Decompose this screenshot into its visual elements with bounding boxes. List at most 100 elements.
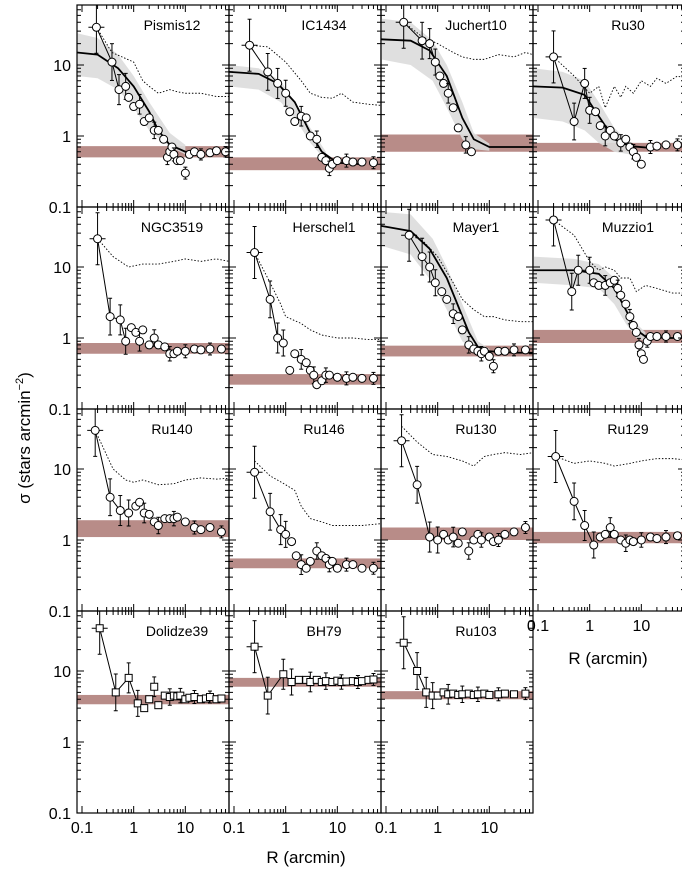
- data-point: [245, 40, 255, 50]
- profile-connector-line: [249, 44, 287, 94]
- plot-area: [77, 212, 229, 362]
- data-point: [672, 140, 682, 150]
- panel-title-ru146: Ru146: [303, 421, 344, 437]
- panel-frame: [228, 610, 382, 814]
- data-point: [91, 22, 101, 32]
- data-point: [404, 230, 414, 240]
- data-point: [250, 642, 259, 651]
- panel-title-ru140: Ru140: [151, 421, 192, 437]
- plot-area: [229, 18, 381, 177]
- panel-title-ru129: Ru129: [607, 421, 648, 437]
- data-point: [159, 134, 169, 144]
- data-point: [621, 134, 631, 144]
- data-point: [569, 117, 579, 127]
- data-point: [549, 52, 559, 62]
- data-point: [621, 299, 631, 309]
- data-point: [196, 149, 206, 159]
- data-point: [124, 508, 134, 518]
- plot-area: [77, 409, 229, 539]
- data-point: [180, 346, 190, 356]
- data-point: [250, 248, 260, 258]
- data-point: [250, 467, 260, 477]
- data-point: [569, 496, 579, 506]
- axes-labels: 0.1 1 10 0.1 1 10 0.1 1 10 0.1 1 10 0.1 1 10 0.1 1 10 0.1 1…: [49, 58, 651, 837]
- data-point: [180, 168, 190, 178]
- data-point: [589, 540, 599, 550]
- panel-title-juchert10: Juchert10: [445, 17, 507, 33]
- panel-title-pismis12: Pismis12: [144, 17, 201, 33]
- data-point: [397, 436, 407, 446]
- data-point: [115, 315, 125, 325]
- data-point: [638, 354, 648, 364]
- data-point: [500, 346, 510, 356]
- data-point: [520, 345, 530, 355]
- data-point: [133, 699, 142, 708]
- data-point: [301, 113, 311, 123]
- data-point: [488, 361, 498, 371]
- data-point: [448, 103, 458, 113]
- dotted-profile-line: [553, 219, 682, 294]
- panel-ru129: Ru129: [532, 408, 682, 612]
- data-point: [567, 287, 577, 297]
- data-point: [453, 123, 463, 133]
- dotted-profile-line: [96, 27, 229, 97]
- data-point: [124, 673, 133, 682]
- data-point: [348, 560, 358, 570]
- profile-connector-line: [97, 238, 127, 342]
- panel-frame: [380, 610, 534, 814]
- x-tick-label: 0.1: [375, 820, 397, 837]
- plot-area: [381, 208, 533, 374]
- data-point: [135, 497, 145, 507]
- panel-ru146: Ru146: [228, 408, 382, 612]
- x-tick-label: 1: [281, 820, 290, 837]
- data-point: [111, 688, 120, 697]
- data-point: [107, 57, 117, 67]
- data-point: [605, 522, 615, 532]
- y-tick-label: 10: [53, 58, 71, 75]
- data-point: [628, 537, 638, 547]
- x-tick-label: 10: [632, 618, 650, 635]
- panel-title-ru30: Ru30: [611, 17, 645, 33]
- data-point: [216, 344, 226, 354]
- data-point: [457, 325, 467, 335]
- data-point: [368, 563, 378, 573]
- data-point: [121, 336, 131, 346]
- data-point: [357, 677, 366, 686]
- x-tick-label: 10: [480, 820, 498, 837]
- data-point: [342, 677, 351, 686]
- data-point: [661, 331, 671, 341]
- data-point: [551, 451, 561, 461]
- data-point: [500, 529, 510, 539]
- x-axis-title-right: R (arcmin): [568, 649, 647, 668]
- data-point: [357, 373, 367, 383]
- data-point: [348, 372, 358, 382]
- data-point: [458, 690, 467, 699]
- data-point: [115, 506, 125, 516]
- data-point: [95, 624, 104, 633]
- background-band: [77, 146, 229, 158]
- x-tick-label: 0.1: [527, 618, 549, 635]
- data-point: [205, 522, 215, 532]
- dotted-profile-line: [553, 56, 682, 110]
- data-point: [672, 531, 682, 541]
- fit-uncertainty-envelope: [381, 18, 490, 151]
- data-point: [211, 146, 221, 156]
- y-axis-title: σ (stars arcmin−2): [14, 372, 34, 504]
- panel-ru103: Ru103: [380, 610, 534, 814]
- data-point: [301, 358, 311, 368]
- profile-connector-line: [401, 440, 438, 541]
- data-point: [287, 677, 296, 686]
- data-point: [631, 152, 641, 162]
- data-point: [600, 529, 610, 539]
- y-tick-label: 1: [62, 129, 71, 146]
- data-point: [430, 57, 440, 67]
- y-tick-label: 10: [53, 462, 71, 479]
- panel-title-ic1434: IC1434: [301, 17, 346, 33]
- background-band: [229, 374, 381, 385]
- panel-ic1434: IC1434: [228, 4, 382, 208]
- data-point: [301, 563, 311, 573]
- x-tick-label: 1: [129, 820, 138, 837]
- data-point: [290, 117, 300, 127]
- data-point: [93, 234, 103, 244]
- x-axis-title-bottom: R (arcmin): [266, 848, 345, 867]
